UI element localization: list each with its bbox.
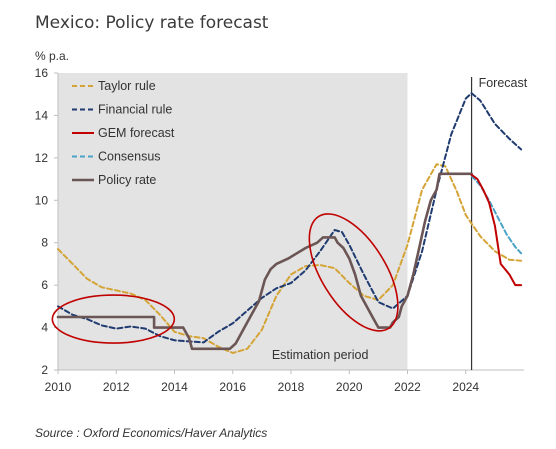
estimation-period-label: Estimation period xyxy=(272,348,369,362)
highlight-ellipses xyxy=(51,213,399,344)
x-tick-label: 2020 xyxy=(336,380,363,394)
x-tick-label: 2022 xyxy=(394,380,421,394)
x-tick-label: 2012 xyxy=(103,380,130,394)
x-tick-label: 2016 xyxy=(219,380,246,394)
legend-label: GEM forecast xyxy=(98,126,175,140)
legend-label: Policy rate xyxy=(98,173,156,187)
y-tick-label: 8 xyxy=(41,236,48,250)
y-axis-label: % p.a. xyxy=(35,49,69,63)
highlight-ellipse xyxy=(51,294,176,344)
x-tick-label: 2024 xyxy=(452,380,479,394)
y-tick-label: 12 xyxy=(35,151,49,165)
chart-title: Mexico: Policy rate forecast xyxy=(35,13,269,33)
x-tick-label: 2010 xyxy=(45,380,72,394)
y-tick-label: 6 xyxy=(41,278,48,292)
series-financial-rule xyxy=(57,92,523,344)
y-tick-label: 4 xyxy=(41,321,48,335)
highlight-ellipse xyxy=(308,213,399,332)
series-policy-rate xyxy=(56,172,473,351)
legend-label: Financial rule xyxy=(98,103,172,117)
y-tick-label: 16 xyxy=(35,66,49,80)
y-tick-labels: 2 4 6 8 10 12 14 16 xyxy=(35,66,58,377)
forecast-label: Forecast xyxy=(479,76,528,90)
y-tick-label: 10 xyxy=(35,193,49,207)
x-tick-labels: 2010 2012 2014 2016 2018 2020 2022 2024 xyxy=(45,370,479,394)
legend-label: Consensus xyxy=(98,150,161,164)
x-tick-label: 2018 xyxy=(278,380,305,394)
series-gem-forecast xyxy=(470,173,523,287)
y-tick-label: 2 xyxy=(41,363,48,377)
y-tick-label: 14 xyxy=(35,108,49,122)
x-tick-label: 2014 xyxy=(161,380,188,394)
source-note: Source : Oxford Economics/Haver Analytic… xyxy=(35,426,267,440)
estimation-period-shading xyxy=(58,73,408,370)
legend-label: Taylor rule xyxy=(98,79,156,93)
legend: Taylor rule Financial rule GEM forecast Con… xyxy=(72,79,175,187)
